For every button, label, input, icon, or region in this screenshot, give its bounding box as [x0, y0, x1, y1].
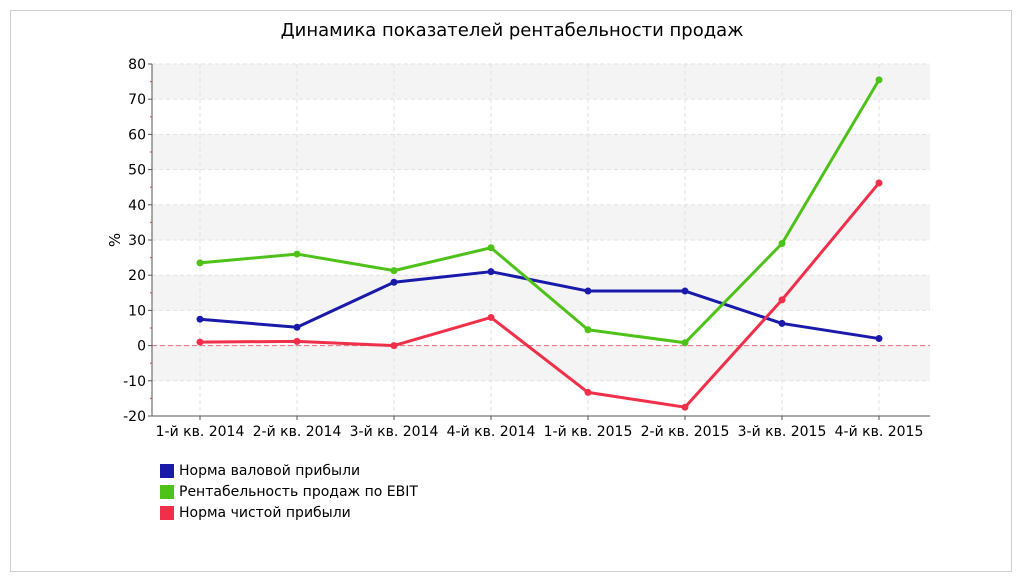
data-point	[778, 319, 786, 327]
y-tick-label: -10	[123, 374, 146, 390]
data-point	[293, 250, 301, 258]
data-point	[584, 388, 592, 396]
x-tick-label: 3-й кв. 2015	[738, 424, 827, 440]
data-point	[778, 240, 786, 248]
x-tick-label: 2-й кв. 2014	[253, 424, 342, 440]
data-point	[196, 259, 204, 267]
x-tick-label: 4-й кв. 2014	[447, 424, 536, 440]
y-tick-label: 30	[128, 233, 146, 249]
x-tick-label: 4-й кв. 2015	[835, 424, 924, 440]
x-tick-label: 1-й кв. 2015	[544, 424, 633, 440]
data-point	[875, 76, 883, 84]
data-point	[681, 339, 689, 347]
data-point	[487, 244, 495, 252]
y-tick-label: 40	[128, 198, 146, 214]
y-tick-label: 60	[128, 127, 146, 143]
data-point	[681, 287, 689, 295]
data-point	[681, 403, 689, 411]
y-tick-label: -20	[123, 409, 146, 425]
grid-band	[152, 345, 930, 381]
data-point	[196, 315, 204, 323]
data-point	[487, 313, 495, 321]
data-point	[584, 287, 592, 295]
grid-band	[152, 134, 930, 170]
legend-swatch	[160, 484, 174, 499]
y-tick-label: 80	[128, 57, 146, 73]
x-tick-label: 3-й кв. 2014	[350, 424, 439, 440]
y-tick-label: 0	[137, 339, 146, 355]
y-tick-label: 10	[128, 303, 146, 319]
legend-label: Рентабельность продаж по EBIT	[179, 483, 418, 500]
x-tick-label: 2-й кв. 2015	[641, 424, 730, 440]
legend-item: Норма валовой прибыли	[160, 460, 418, 481]
legend-label: Норма чистой прибыли	[179, 504, 351, 521]
legend-label: Норма валовой прибыли	[179, 462, 361, 479]
chart-legend: Норма валовой прибыли Рентабельность прод…	[160, 460, 418, 523]
legend-swatch	[160, 463, 174, 478]
y-tick-label: 50	[128, 163, 146, 179]
grid-band	[152, 64, 930, 100]
y-axis-label: %	[106, 233, 124, 247]
data-point	[390, 278, 398, 286]
y-tick-label: 70	[128, 92, 146, 108]
legend-item: Норма чистой прибыли	[160, 502, 418, 523]
chart-title: Динамика показателей рентабельности прод…	[280, 20, 744, 41]
grid-band	[152, 204, 930, 240]
x-tick-label: 1-й кв. 2014	[156, 424, 245, 440]
data-point	[875, 179, 883, 187]
series-line	[199, 182, 881, 409]
data-point	[875, 335, 883, 343]
data-point	[293, 337, 301, 345]
data-point	[390, 267, 398, 275]
data-point	[487, 268, 495, 276]
series-line	[199, 79, 881, 345]
legend-swatch	[160, 505, 174, 520]
data-point	[778, 296, 786, 304]
data-point	[584, 326, 592, 334]
data-point	[390, 342, 398, 350]
data-point	[196, 338, 204, 346]
legend-item: Рентабельность продаж по EBIT	[160, 481, 418, 502]
data-point	[293, 323, 301, 331]
y-tick-label: 20	[128, 268, 146, 284]
